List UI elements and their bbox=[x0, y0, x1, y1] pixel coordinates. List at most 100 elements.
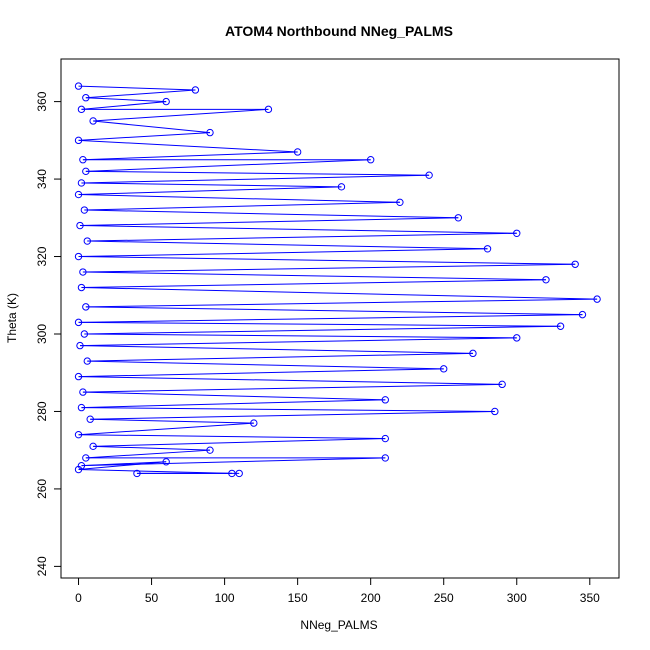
data-point bbox=[79, 388, 87, 396]
profile-lines bbox=[78, 85, 598, 474]
profile-segment bbox=[78, 194, 400, 203]
profile-segment bbox=[87, 232, 517, 242]
profile-segment bbox=[78, 434, 386, 440]
data-point bbox=[77, 403, 86, 412]
y-tick-label: 260 bbox=[35, 479, 49, 499]
data-point bbox=[74, 465, 83, 474]
data-point bbox=[80, 330, 89, 338]
data-point bbox=[82, 94, 90, 102]
profile-segment bbox=[93, 438, 386, 447]
data-point bbox=[76, 341, 84, 350]
data-points bbox=[74, 82, 601, 478]
profile-segment bbox=[82, 263, 576, 273]
data-point bbox=[556, 322, 565, 330]
profile-segment bbox=[79, 225, 517, 234]
data-point bbox=[89, 117, 97, 125]
data-point bbox=[74, 252, 83, 261]
profile-segment bbox=[78, 461, 167, 471]
profile-segment bbox=[82, 271, 546, 281]
data-point bbox=[513, 334, 521, 342]
x-tick-label: 50 bbox=[145, 591, 159, 605]
y-tick-label: 360 bbox=[35, 91, 49, 111]
data-point bbox=[542, 276, 550, 284]
profile-segment bbox=[85, 298, 598, 308]
profile-segment bbox=[78, 368, 444, 378]
profile-segment bbox=[81, 399, 386, 409]
profile-segment bbox=[84, 209, 459, 219]
profile-segment bbox=[78, 132, 211, 141]
profile-segment bbox=[85, 97, 167, 103]
x-tick-label: 150 bbox=[288, 591, 308, 605]
data-point bbox=[74, 82, 83, 90]
data-point bbox=[235, 469, 243, 478]
data-point bbox=[80, 206, 89, 214]
data-point bbox=[162, 97, 170, 106]
profile-segment bbox=[78, 85, 196, 91]
plot-frame bbox=[60, 58, 620, 579]
profile-segment bbox=[79, 337, 517, 347]
profile-segment bbox=[85, 449, 211, 459]
data-point bbox=[571, 260, 579, 268]
profile-segment bbox=[78, 469, 232, 474]
profile-segment bbox=[78, 139, 298, 153]
profile-segment bbox=[93, 120, 211, 134]
y-axis: 240 260 280 300 320 340 360 bbox=[35, 91, 61, 576]
profile-segment bbox=[78, 186, 342, 196]
profile-segment bbox=[81, 407, 495, 412]
x-axis-label: NNeg_PALMS bbox=[300, 618, 377, 632]
profile-segment bbox=[85, 89, 196, 99]
profile-segment bbox=[79, 217, 459, 227]
data-point bbox=[396, 198, 404, 207]
data-point bbox=[206, 446, 214, 454]
profile-segment bbox=[78, 376, 503, 385]
x-axis: 0 50 100 150 200 250 300 350 bbox=[75, 578, 600, 605]
data-point bbox=[77, 179, 86, 187]
profile-segment bbox=[78, 321, 561, 327]
data-point bbox=[74, 318, 83, 327]
profile-segment bbox=[87, 352, 473, 362]
data-point bbox=[513, 229, 521, 237]
data-point bbox=[74, 372, 83, 381]
profile-segment bbox=[81, 287, 598, 300]
data-point bbox=[469, 349, 477, 358]
profile-segment bbox=[82, 391, 386, 401]
data-point bbox=[498, 380, 506, 389]
data-point bbox=[82, 454, 90, 462]
profile-segment bbox=[82, 383, 503, 393]
y-tick-label: 300 bbox=[35, 324, 49, 344]
data-point bbox=[83, 237, 91, 245]
data-point bbox=[250, 419, 258, 427]
profile-segment bbox=[90, 418, 254, 424]
chart-title: ATOM4 Northbound NNeg_PALMS bbox=[225, 23, 453, 39]
profile-segment bbox=[78, 314, 583, 323]
profile-segment bbox=[90, 410, 495, 420]
x-tick-label: 350 bbox=[580, 591, 600, 605]
data-point bbox=[74, 190, 83, 199]
profile-segment bbox=[81, 174, 430, 184]
profile-segment bbox=[78, 248, 488, 258]
data-point bbox=[228, 469, 236, 478]
profile-segment bbox=[78, 256, 576, 265]
profile-segment bbox=[81, 101, 167, 110]
data-point bbox=[578, 310, 587, 319]
profile-segment bbox=[84, 333, 517, 339]
y-axis-label: Theta (K) bbox=[5, 293, 19, 343]
y-tick-label: 280 bbox=[35, 401, 49, 421]
data-point bbox=[191, 86, 200, 94]
profile-segment bbox=[85, 170, 430, 176]
x-tick-label: 200 bbox=[361, 591, 381, 605]
data-point bbox=[593, 295, 601, 303]
profile-segment bbox=[81, 279, 546, 289]
profile-segment bbox=[93, 108, 269, 122]
y-tick-label: 320 bbox=[35, 246, 49, 266]
profile-segment bbox=[85, 159, 371, 172]
data-point bbox=[366, 156, 375, 164]
profile-segment bbox=[82, 151, 298, 161]
data-point bbox=[381, 434, 389, 443]
data-point bbox=[491, 407, 499, 416]
data-point bbox=[83, 357, 91, 365]
x-tick-label: 0 bbox=[75, 591, 82, 605]
data-point bbox=[264, 105, 273, 114]
profile-segment bbox=[84, 201, 400, 211]
